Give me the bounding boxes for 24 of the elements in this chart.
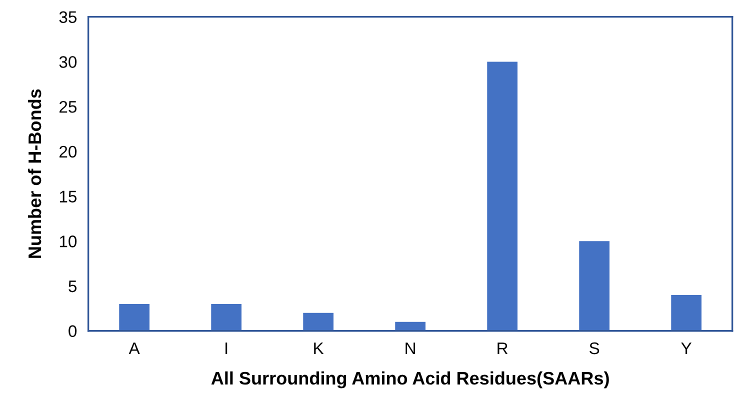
- bar: [303, 312, 334, 331]
- y-tick-label: 25: [60, 100, 77, 113]
- y-tick-label: 10: [60, 236, 77, 248]
- bar: [395, 322, 426, 331]
- y-tick-label: 35: [59, 11, 77, 24]
- x-tick-label: Y: [681, 342, 692, 354]
- x-tick-label: K: [314, 342, 324, 354]
- bar: [487, 62, 518, 331]
- x-tick-label: I: [226, 342, 228, 354]
- bar: [579, 241, 610, 331]
- x-tick-label: S: [590, 342, 600, 354]
- y-tick-label: 0: [68, 325, 77, 338]
- x-axis-title: All Surrounding Amino Acid Residues(SAARs): [211, 371, 609, 388]
- bar: [119, 304, 150, 331]
- y-tick-label: 20: [60, 146, 77, 158]
- x-tick-label: R: [498, 342, 508, 354]
- x-tick-label: N: [406, 342, 415, 354]
- y-axis-title: Number of H-Bonds: [28, 89, 42, 258]
- y-tick-label: 5: [68, 280, 77, 292]
- bar: [211, 304, 242, 331]
- bar: [671, 294, 702, 331]
- x-tick-label: A: [128, 342, 140, 354]
- y-tick-label: 15: [60, 190, 77, 202]
- y-tick-label: 30: [59, 56, 77, 68]
